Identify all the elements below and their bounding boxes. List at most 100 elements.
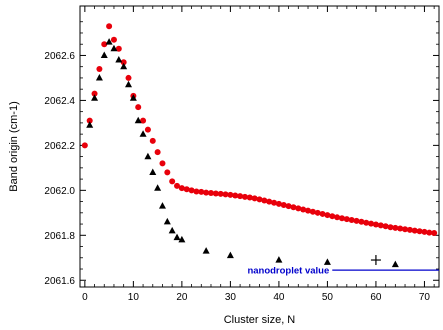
red-circle-point <box>426 229 433 236</box>
red-circle-point <box>309 208 316 215</box>
black-triangle-point <box>139 130 147 137</box>
red-circle-point <box>217 190 224 197</box>
x-tick-label: 40 <box>273 292 285 303</box>
black-triangle-point <box>323 258 331 265</box>
axis-ticks: 0 10 20 30 40 50 60 70 2061.6 2061.8 2062.0 2062.2 2… <box>44 6 439 303</box>
black-triangle-point <box>163 217 171 225</box>
chart-plot-area <box>79 5 440 288</box>
red-circle-point <box>227 191 234 198</box>
black-triangle-point <box>173 233 181 241</box>
black-triangle-point <box>275 256 283 263</box>
y-tick-label: 2061.6 <box>44 276 75 287</box>
axis-labels: Cluster size, N Band origin (cm-1) <box>8 101 295 326</box>
black-triangle-point <box>158 202 166 209</box>
red-circle-point <box>198 188 205 195</box>
red-circle-point <box>110 36 117 43</box>
red-circle-point <box>290 204 297 211</box>
red-circle-point <box>96 65 103 72</box>
red-circle-point <box>188 187 195 194</box>
y-tick-label: 2062.6 <box>44 51 75 62</box>
red-circle-point <box>207 190 214 197</box>
x-tick-label: 60 <box>370 292 382 303</box>
red-circle-point <box>261 197 268 204</box>
red-circle-point <box>159 160 166 167</box>
black-triangle-point <box>86 121 94 128</box>
red-circle-point <box>411 227 418 234</box>
red-circle-point <box>81 142 88 149</box>
annotations: nanodroplet value <box>247 266 439 277</box>
red-circle-point <box>406 226 413 233</box>
red-circle-point <box>343 216 350 223</box>
red-circle-point <box>358 218 365 225</box>
black-triangle-point <box>100 51 108 59</box>
red-circle-point <box>372 221 379 228</box>
black-triangle-point <box>110 44 118 52</box>
red-circle-point <box>241 193 248 200</box>
red-circle-point <box>246 194 253 201</box>
red-circle-point <box>300 206 307 213</box>
data-marks <box>81 23 438 268</box>
red-circle-point <box>106 23 113 30</box>
red-circle-point <box>164 169 171 176</box>
plot-frame <box>79 5 440 288</box>
red-circle-point <box>368 220 375 227</box>
red-circle-point <box>154 149 161 156</box>
x-axis-label: Cluster size, N <box>224 314 296 326</box>
red-circle-point <box>431 230 438 237</box>
y-tick-label: 2062.0 <box>44 186 75 197</box>
black-triangle-point <box>105 38 113 45</box>
black-triangle-point <box>226 251 234 259</box>
red-circle-point <box>392 224 399 231</box>
red-circle-point <box>285 203 292 210</box>
red-circle-point <box>86 117 93 124</box>
black-triangle-point <box>120 62 128 70</box>
red-circle-point <box>212 190 219 197</box>
red-circle-point <box>237 193 244 200</box>
black-triangle-point <box>168 226 176 234</box>
red-circle-point <box>135 104 142 111</box>
red-circle-point <box>387 224 394 231</box>
red-circle-point <box>101 41 108 48</box>
red-circle-point <box>91 90 98 97</box>
red-circle-point <box>174 182 181 189</box>
x-tick-label: 20 <box>176 292 188 303</box>
x-tick-label: 50 <box>322 292 334 303</box>
black-triangle-point <box>95 74 103 81</box>
red-circle-point <box>271 199 278 206</box>
red-circle-point <box>232 192 239 199</box>
red-circle-point <box>421 228 428 235</box>
red-circle-point <box>169 178 176 185</box>
y-tick-label: 2062.2 <box>44 141 75 152</box>
red-circle-point <box>251 195 258 202</box>
black-triangle-point <box>202 247 210 254</box>
red-circle-point <box>416 228 423 235</box>
red-circle-point <box>222 191 229 198</box>
black-triangle-point <box>154 184 162 191</box>
black-triangle-point <box>125 80 133 88</box>
red-circle-point <box>256 196 263 203</box>
red-circle-point <box>125 74 132 81</box>
x-tick-label: 70 <box>419 292 431 303</box>
red-circle-point <box>275 200 282 207</box>
red-circle-point <box>397 225 404 232</box>
red-circle-point <box>324 212 331 219</box>
red-circle-point <box>382 223 389 230</box>
black-triangle-point <box>149 168 157 175</box>
series-circle-group <box>81 23 438 237</box>
black-triangle-point <box>129 94 137 101</box>
red-circle-point <box>183 186 190 193</box>
red-circle-point <box>334 214 341 221</box>
red-circle-point <box>144 126 151 133</box>
red-circle-point <box>115 45 122 52</box>
y-tick-label: 2062.4 <box>44 96 75 107</box>
red-circle-point <box>149 137 156 144</box>
black-triangle-point <box>91 94 99 101</box>
red-circle-point <box>120 59 127 66</box>
red-circle-point <box>338 215 345 222</box>
y-axis-label: Band origin (cm-1) <box>8 101 20 191</box>
red-circle-point <box>353 217 360 224</box>
black-triangle-point <box>144 152 152 160</box>
series-plus-group <box>370 255 381 266</box>
red-circle-point <box>295 205 302 212</box>
